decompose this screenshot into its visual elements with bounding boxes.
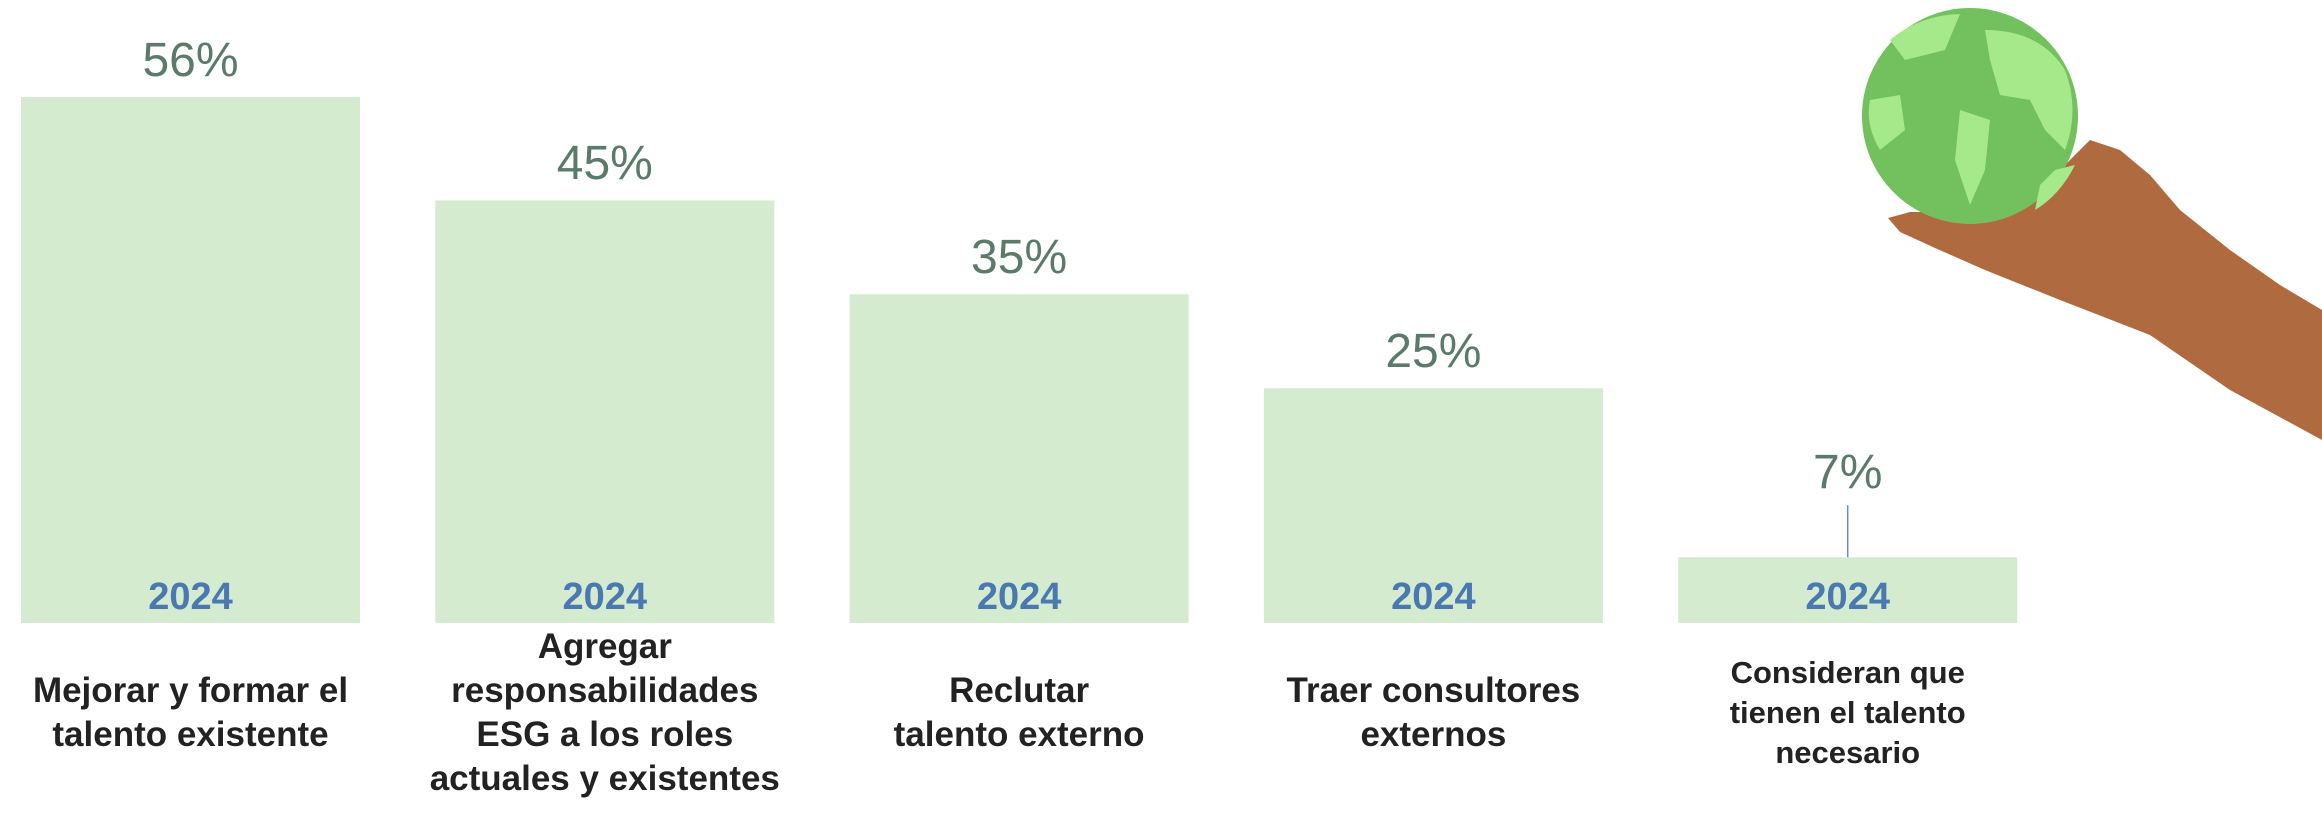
category-line: ESG a los roles bbox=[476, 715, 733, 754]
page: 56% 2024 Mejorar y formar el talento existe… bbox=[0, 0, 2322, 816]
series-label: 2024 bbox=[1391, 576, 1476, 618]
category-line: talento externo bbox=[894, 715, 1145, 754]
category-line: tienen el talento bbox=[1730, 695, 1966, 730]
chart: 56% 2024 Mejorar y formar el talento existe… bbox=[0, 0, 2322, 816]
bar bbox=[21, 97, 360, 623]
category-line: actuales y existentes bbox=[430, 759, 780, 798]
category-label: Consideran que tienen el talento necesario bbox=[1730, 655, 1966, 770]
category-line: externos bbox=[1360, 715, 1506, 754]
series-label: 2024 bbox=[563, 576, 648, 618]
category-line: necesario bbox=[1775, 735, 1920, 770]
value-label: 35% bbox=[971, 231, 1067, 284]
series-label: 2024 bbox=[977, 576, 1062, 618]
category-label: Agregar responsabilidades ESG a los roles a… bbox=[430, 627, 780, 798]
globe-in-hand bbox=[1862, 8, 2322, 440]
category-line: Consideran que bbox=[1731, 655, 1965, 690]
category-line: Traer consultores bbox=[1287, 671, 1581, 710]
category-label: Reclutar talento externo bbox=[894, 671, 1145, 754]
series-label: 2024 bbox=[148, 576, 233, 618]
category-label: Traer consultores externos bbox=[1287, 671, 1581, 754]
value-label: 45% bbox=[557, 137, 653, 190]
category-line: Agregar bbox=[538, 627, 673, 666]
category-line: Mejorar y formar el bbox=[33, 671, 348, 710]
value-label: 25% bbox=[1385, 325, 1481, 378]
bar bbox=[435, 200, 774, 623]
category-line: talento existente bbox=[52, 715, 328, 754]
category-line: responsabilidades bbox=[451, 671, 758, 710]
category-label: Mejorar y formar el talento existente bbox=[33, 671, 348, 754]
series-label: 2024 bbox=[1805, 576, 1890, 618]
category-line: Reclutar bbox=[949, 671, 1089, 710]
bar bbox=[850, 294, 1189, 623]
value-label: 56% bbox=[142, 34, 238, 87]
value-label: 7% bbox=[1813, 446, 1882, 499]
